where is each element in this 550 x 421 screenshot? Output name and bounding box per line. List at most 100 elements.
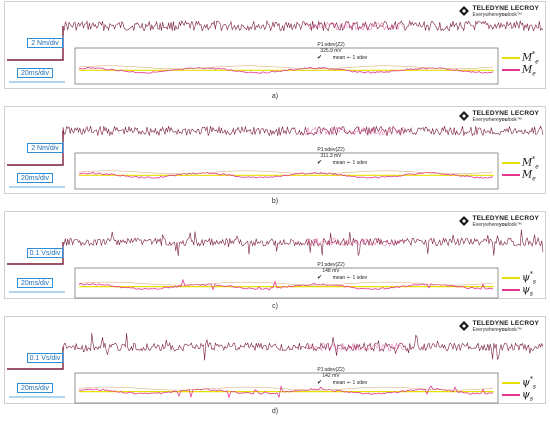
brand-block: TELEDYNE LECROY Everywhereyoulook™: [458, 110, 539, 123]
oscilloscope-screen: 0.1 Vs/div 20ms/div TELEDYNE LECROY Everywh…: [4, 316, 546, 404]
vertical-scale-label: 0.1 Vs/div: [27, 353, 63, 363]
legend-swatch: [502, 277, 520, 279]
time-scale-label: 20ms/div: [17, 278, 53, 288]
zoom-window: [74, 47, 499, 85]
raw-signal-trace: [62, 229, 544, 257]
overlay-trace: [304, 237, 405, 247]
check-icon: ✔: [317, 274, 323, 281]
panel-caption: b): [271, 198, 279, 205]
raw-signal-trace: [62, 19, 544, 32]
brand-tagline: Everywhereyoulook™: [472, 327, 522, 333]
measured-trace: [78, 278, 494, 291]
legend-swatch: [502, 57, 520, 59]
brand-name: TELEDYNE LECROY: [472, 320, 539, 327]
brand-name: TELEDYNE LECROY: [472, 5, 539, 12]
oscilloscope-screen: 2 Nm/div 20ms/div TELEDYNE LECROY Everywher…: [4, 106, 546, 194]
raw-signal-trace: [62, 333, 544, 361]
legend-entry: ψs: [502, 284, 546, 298]
legend-swatch: [502, 289, 520, 291]
upper-envelope-trace: [78, 65, 494, 70]
legend: M*e Me: [502, 51, 546, 78]
panel-d: 0.1 Vs/div 20ms/div TELEDYNE LECROY Everywh…: [0, 316, 550, 420]
stat-band-label: mean +- 1 sdev: [332, 275, 368, 281]
overlay-trace: [304, 342, 405, 352]
legend: ψ*s ψs: [502, 271, 546, 298]
brand-block: TELEDYNE LECROY Everywhereyoulook™: [458, 215, 539, 228]
stat-band-label: mean +- 1 sdev: [332, 160, 368, 166]
legend-symbol: M*e: [522, 51, 539, 66]
time-scale-label: 20ms/div: [17, 68, 53, 78]
legend-symbol: Me: [522, 64, 536, 78]
measurement-readout: P1:sdev(Z2) 311.3 mV: [301, 147, 361, 159]
legend-entry: ψ*s: [502, 271, 546, 286]
zoom-window: [74, 267, 499, 299]
brand-name: TELEDYNE LECROY: [472, 110, 539, 117]
raw-signal-trace: [62, 125, 544, 137]
measurement-value: 325.9 mV: [320, 48, 342, 54]
legend-entry: M*e: [502, 156, 546, 171]
zoom-window: [74, 372, 499, 404]
teledyne-logo-icon: [459, 321, 470, 331]
brand-name: TELEDYNE LECROY: [472, 215, 539, 222]
overlay-trace: [304, 21, 405, 31]
upper-envelope-trace: [78, 386, 494, 391]
time-scale-label: 20ms/div: [17, 383, 53, 393]
legend-swatch: [502, 382, 520, 384]
measurement-readout: P1:sdev(Z2) 142 mV: [301, 367, 361, 379]
measurement-value: 148 mV: [322, 268, 340, 274]
panel-caption: d): [271, 408, 279, 415]
brand-tagline: Everywhereyoulook™: [472, 222, 522, 228]
measurement-label: P1:sdev(Z2): [317, 42, 345, 48]
check-icon: ✔: [317, 379, 323, 386]
panel-caption: c): [272, 303, 278, 310]
overlay-trace: [304, 126, 405, 136]
check-icon: ✔: [317, 159, 323, 166]
brand-block: TELEDYNE LECROY Everywhereyoulook™: [458, 5, 539, 18]
legend-symbol: ψs: [522, 284, 533, 298]
measurement-label: P1:sdev(Z2): [317, 367, 345, 373]
scope-traces: [7, 19, 544, 85]
time-scale-label: 20ms/div: [17, 173, 53, 183]
legend-symbol: ψ*s: [522, 376, 536, 391]
measured-trace: [78, 171, 494, 179]
legend-swatch: [502, 69, 520, 71]
brand-tagline: Everywhereyoulook™: [472, 12, 522, 18]
zoom-window: [74, 152, 499, 190]
measurement-readout: P1:sdev(Z2) 148 mV: [301, 262, 361, 274]
legend: M*e Me: [502, 156, 546, 182]
teledyne-logo-icon: [459, 111, 470, 121]
legend-symbol: ψ*s: [522, 271, 536, 286]
measurement-value: 311.3 mV: [320, 153, 342, 159]
vertical-scale-label: 0.1 Vs/div: [27, 248, 63, 258]
legend-symbol: ψs: [522, 389, 533, 403]
legend-entry: ψs: [502, 389, 546, 403]
vertical-scale-label: 2 Nm/div: [27, 143, 63, 153]
legend-swatch: [502, 394, 520, 396]
panel-b: 2 Nm/div 20ms/div TELEDYNE LECROY Everywher…: [0, 106, 550, 210]
brand-tagline: Everywhereyoulook™: [472, 117, 522, 123]
scope-traces: [7, 229, 544, 299]
legend-symbol: M*e: [522, 156, 539, 171]
brand-block: TELEDYNE LECROY Everywhereyoulook™: [458, 320, 539, 333]
legend-entry: Me: [502, 169, 546, 182]
legend-swatch: [502, 162, 520, 164]
upper-envelope-trace: [78, 170, 494, 175]
legend-swatch: [502, 174, 520, 176]
stat-band-label: mean +- 1 sdev: [332, 380, 368, 386]
vertical-scale-label: 2 Nm/div: [27, 38, 63, 48]
panel-caption: a): [271, 93, 279, 100]
check-icon: ✔: [317, 54, 323, 61]
teledyne-logo-icon: [459, 216, 470, 226]
legend-entry: M*e: [502, 51, 546, 66]
measurement-value: 142 mV: [322, 373, 340, 379]
measurement-label: P1:sdev(Z2): [317, 147, 345, 153]
legend: ψ*s ψs: [502, 376, 546, 403]
panel-a: 2 Nm/div 20ms/div TELEDYNE LECROY Everywher…: [0, 1, 550, 105]
teledyne-logo-icon: [459, 6, 470, 16]
measurement-readout: P1:sdev(Z2) 325.9 mV: [301, 42, 361, 54]
oscilloscope-screen: 0.1 Vs/div 20ms/div TELEDYNE LECROY Everywh…: [4, 211, 546, 299]
measurement-label: P1:sdev(Z2): [317, 262, 345, 268]
measured-trace: [78, 385, 493, 399]
legend-entry: Me: [502, 64, 546, 78]
stat-band-label: mean +- 1 sdev: [332, 55, 368, 61]
